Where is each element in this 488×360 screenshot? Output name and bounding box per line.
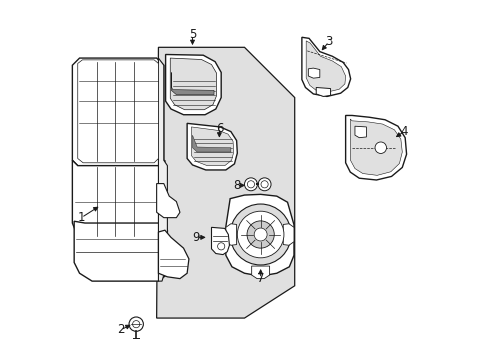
- Polygon shape: [349, 119, 402, 175]
- Polygon shape: [171, 72, 214, 95]
- Polygon shape: [165, 54, 221, 115]
- Circle shape: [132, 320, 140, 328]
- Circle shape: [246, 221, 274, 248]
- Polygon shape: [78, 60, 158, 163]
- Polygon shape: [225, 194, 293, 276]
- Polygon shape: [283, 224, 293, 245]
- Text: 2: 2: [117, 323, 124, 336]
- Circle shape: [258, 178, 270, 191]
- Text: 7: 7: [256, 272, 264, 285]
- Circle shape: [129, 317, 143, 331]
- Circle shape: [254, 228, 266, 241]
- Polygon shape: [308, 68, 319, 78]
- Polygon shape: [211, 227, 229, 255]
- Polygon shape: [301, 37, 350, 96]
- Text: 4: 4: [400, 125, 407, 138]
- Circle shape: [244, 178, 257, 191]
- Polygon shape: [225, 224, 236, 245]
- Polygon shape: [345, 116, 406, 180]
- Text: 8: 8: [232, 179, 240, 192]
- Text: 9: 9: [192, 231, 200, 244]
- Polygon shape: [192, 135, 230, 152]
- Text: 3: 3: [325, 35, 332, 49]
- Text: 6: 6: [215, 122, 223, 135]
- Polygon shape: [72, 160, 164, 237]
- Polygon shape: [187, 123, 237, 170]
- Circle shape: [261, 181, 267, 188]
- Circle shape: [217, 243, 224, 250]
- Polygon shape: [156, 184, 180, 218]
- Circle shape: [230, 204, 290, 265]
- Polygon shape: [158, 58, 167, 281]
- Polygon shape: [305, 41, 345, 92]
- Polygon shape: [156, 47, 294, 318]
- Text: 1: 1: [78, 211, 85, 224]
- Polygon shape: [191, 127, 233, 166]
- Circle shape: [237, 211, 284, 258]
- Polygon shape: [251, 266, 269, 279]
- Circle shape: [247, 181, 254, 188]
- Polygon shape: [354, 126, 366, 138]
- Text: 5: 5: [188, 28, 196, 41]
- Polygon shape: [170, 58, 216, 110]
- Polygon shape: [158, 230, 188, 279]
- Polygon shape: [72, 58, 163, 166]
- Circle shape: [374, 142, 386, 153]
- Polygon shape: [74, 221, 167, 281]
- Polygon shape: [316, 87, 330, 96]
